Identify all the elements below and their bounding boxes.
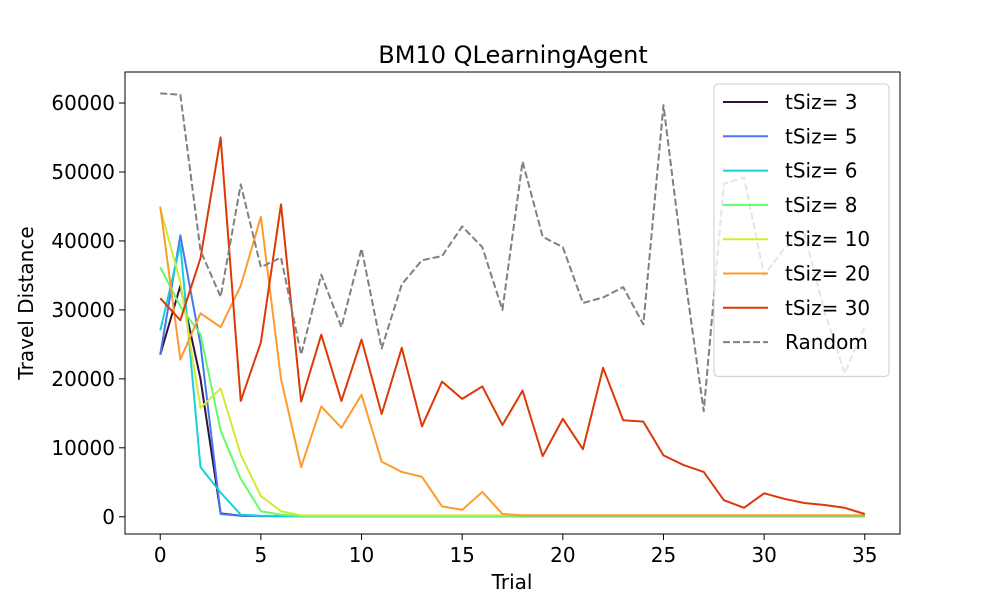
x-axis: 0 5 10 15 20 25 30 35 — [154, 534, 877, 567]
x-tick-label: 5 — [255, 543, 268, 567]
legend: tSiz= 3 tSiz= 5 tSiz= 6 tSiz= 8 tSiz= 10 tSiz… — [713, 83, 890, 377]
x-tick-label: 0 — [154, 543, 167, 567]
x-axis-title: Trial — [491, 570, 533, 594]
legend-label: tSiz= 10 — [785, 227, 870, 251]
legend-label: tSiz= 6 — [785, 159, 857, 183]
legend-label: tSiz= 8 — [785, 193, 857, 217]
plot-frame — [124, 71, 901, 535]
x-tick-label: 10 — [349, 543, 374, 567]
chart-title: BM10 QLearningAgent — [378, 41, 647, 69]
legend-label: tSiz= 5 — [785, 124, 857, 148]
y-axis-title: Travel Distance — [14, 226, 38, 380]
series-line-tsiz-20 — [159, 206, 865, 517]
y-tick-label: 0 — [102, 505, 115, 529]
x-tick-label: 30 — [751, 543, 776, 567]
legend-label: tSiz= 20 — [785, 262, 870, 286]
x-tick-label: 25 — [651, 543, 676, 567]
y-tick-label: 60000 — [51, 91, 115, 115]
y-tick-label: 40000 — [51, 229, 115, 253]
x-tick-label: 20 — [550, 543, 575, 567]
legend-label: tSiz= 3 — [785, 90, 857, 114]
y-tick-label: 30000 — [51, 298, 115, 322]
y-axis: 0 10000 20000 30000 40000 50000 60000 — [51, 91, 125, 529]
legend-label: tSiz= 30 — [785, 296, 870, 320]
y-tick-label: 10000 — [51, 436, 115, 460]
plot-lines — [159, 92, 866, 518]
legend-label: Random — [785, 330, 868, 354]
y-tick-label: 20000 — [51, 367, 115, 391]
series-line-tsiz-30 — [159, 136, 866, 515]
legend-box — [713, 83, 890, 377]
x-tick-label: 15 — [449, 543, 474, 567]
x-tick-label: 35 — [852, 543, 877, 567]
y-tick-label: 50000 — [51, 160, 115, 184]
